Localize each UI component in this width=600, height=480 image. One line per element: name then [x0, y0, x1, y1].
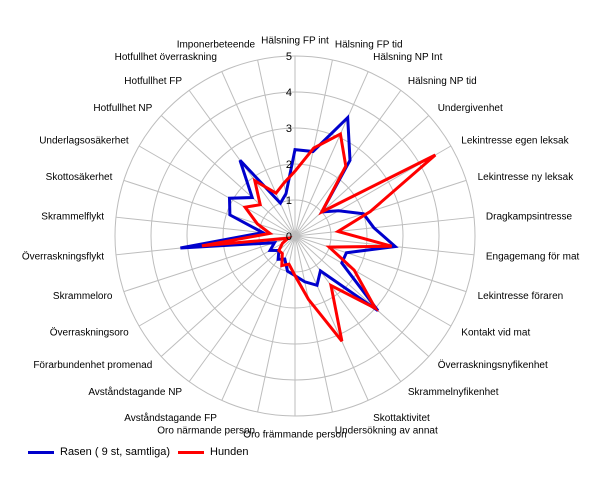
category-label: Hotfullhet NP — [93, 103, 152, 114]
category-label: Förarbundenhet promenad — [33, 360, 152, 371]
category-label: Hälsning NP tid — [408, 76, 477, 87]
category-label: Hälsning FP int — [261, 36, 329, 47]
grid-spoke — [294, 71, 369, 237]
grid-spoke — [294, 235, 333, 413]
category-label: Hälsning FP tid — [335, 40, 403, 51]
grid-spoke — [294, 235, 430, 357]
category-label: Avståndstagande NP — [88, 386, 182, 398]
category-label: Undergivenhet — [438, 103, 503, 114]
radar-grid — [114, 55, 476, 417]
category-label: Skrammeloro — [53, 291, 113, 302]
grid-spoke — [294, 235, 467, 293]
category-label: Skrammelflykt — [41, 211, 104, 222]
grid-spoke — [160, 115, 296, 237]
tick-label: 1 — [286, 195, 292, 207]
category-label: Hälsning NP Int — [373, 52, 443, 63]
grid-spoke — [123, 179, 296, 237]
category-label: Oro främmande person — [243, 430, 346, 441]
legend-label-series-1: Rasen ( 9 st, samtliga) — [60, 446, 171, 458]
radar-series — [180, 114, 437, 343]
category-label: Hotfullhet överraskning — [115, 52, 217, 63]
legend-item-series-1: Rasen ( 9 st, samtliga) — [28, 446, 170, 458]
grid-spoke — [294, 235, 452, 327]
category-label: Skrammelnyfikenhet — [408, 387, 499, 398]
tick-label: 2 — [286, 159, 292, 171]
category-label: Avståndstagande FP — [124, 412, 217, 424]
grid-spoke — [138, 145, 296, 237]
category-label: Överraskningsnyfikenhet — [438, 359, 548, 371]
legend: Rasen ( 9 st, samtliga) Hunden — [0, 440, 600, 470]
series-line-1 — [180, 114, 399, 312]
category-label: Lekintresse föraren — [478, 291, 564, 302]
series-line-2 — [201, 131, 437, 343]
legend-swatch-series-1 — [28, 450, 54, 454]
category-label: Skottaktivitet — [373, 413, 430, 424]
tick-label: 0 — [286, 231, 292, 243]
tick-label: 5 — [286, 51, 292, 63]
category-label: Underlagsosäkerhet — [39, 136, 129, 147]
grid-spoke — [294, 216, 475, 237]
category-label: Undersökning av annat — [335, 425, 438, 436]
category-label: Skottosäkerhet — [46, 172, 113, 183]
legend-item-series-2: Hunden — [178, 446, 249, 458]
category-label: Överraskningsflykt — [22, 251, 104, 263]
legend-swatch-series-2 — [178, 450, 204, 454]
category-label: Engagemang för mat — [486, 252, 580, 263]
category-label: Hotfullhet FP — [124, 76, 182, 87]
grid-spoke — [294, 235, 369, 401]
grid-spoke — [123, 235, 296, 293]
category-label: Lekintresse ny leksak — [478, 172, 575, 183]
grid-spoke — [221, 71, 296, 237]
tick-label: 3 — [286, 123, 292, 135]
radial-tick-labels: 0 1 2 3 4 5 — [286, 51, 292, 243]
category-label: Dragkampsintresse — [486, 211, 573, 222]
category-label: Kontakt vid mat — [461, 328, 530, 339]
category-label: Överraskningsoro — [50, 327, 129, 339]
grid-spoke — [294, 235, 402, 382]
category-label: Imponerbeteende — [177, 40, 256, 51]
grid-spoke — [257, 59, 296, 237]
category-label: Oro närmande person — [157, 425, 255, 436]
legend-label-series-2: Hunden — [210, 446, 249, 458]
grid-spoke — [294, 179, 467, 237]
grid-spoke — [294, 115, 430, 237]
category-label: Lekintresse egen leksak — [461, 136, 569, 147]
tick-label: 4 — [286, 87, 292, 99]
grid-spoke — [160, 235, 296, 357]
